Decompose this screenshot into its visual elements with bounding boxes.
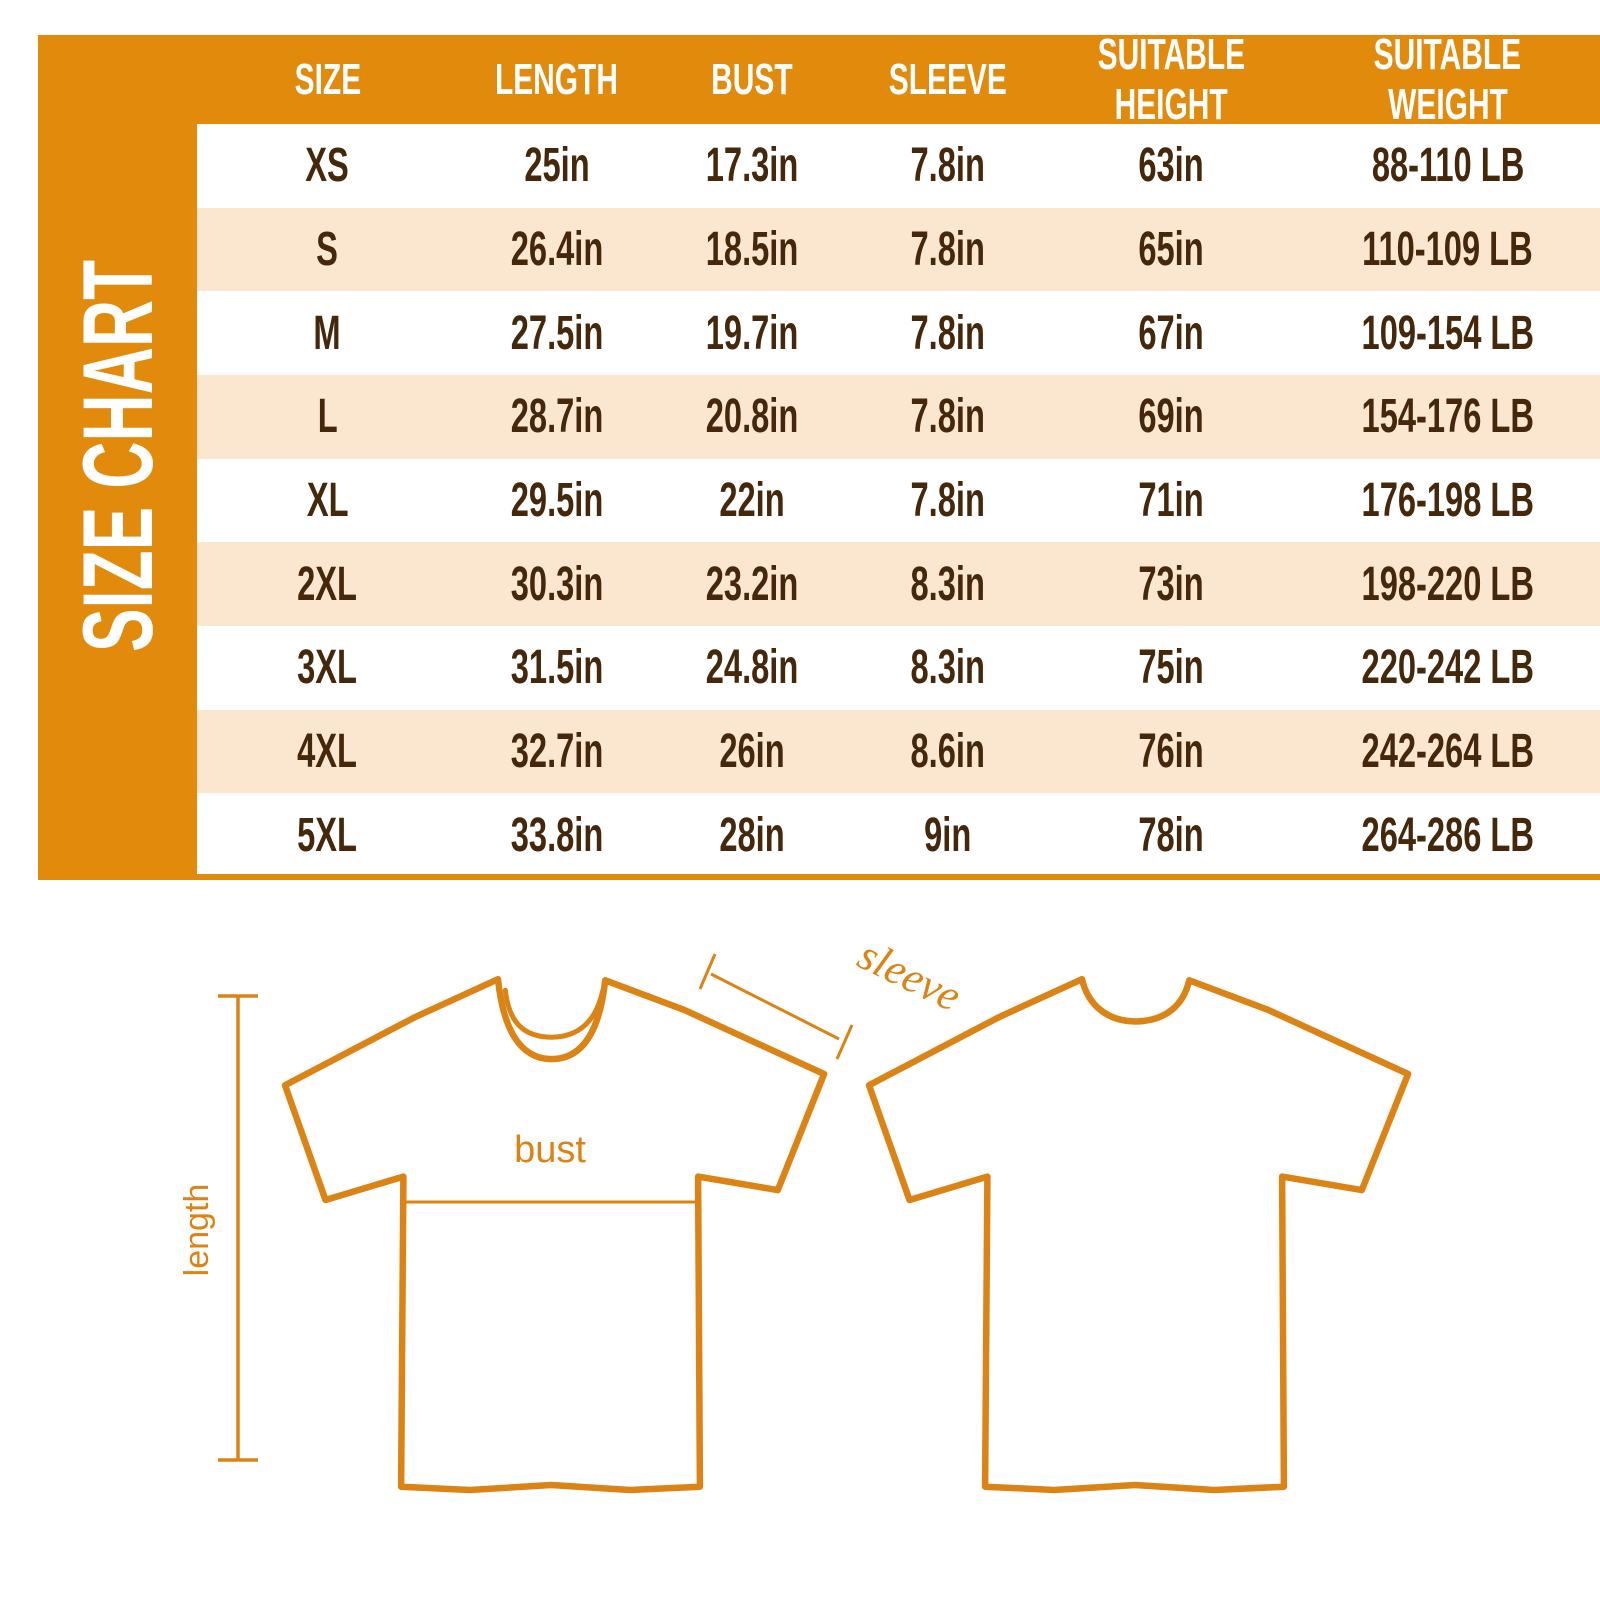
svg-text:bust: bust <box>514 1129 586 1171</box>
svg-text:length: length <box>178 1184 216 1277</box>
svg-text:sleeve: sleeve <box>851 930 969 1021</box>
